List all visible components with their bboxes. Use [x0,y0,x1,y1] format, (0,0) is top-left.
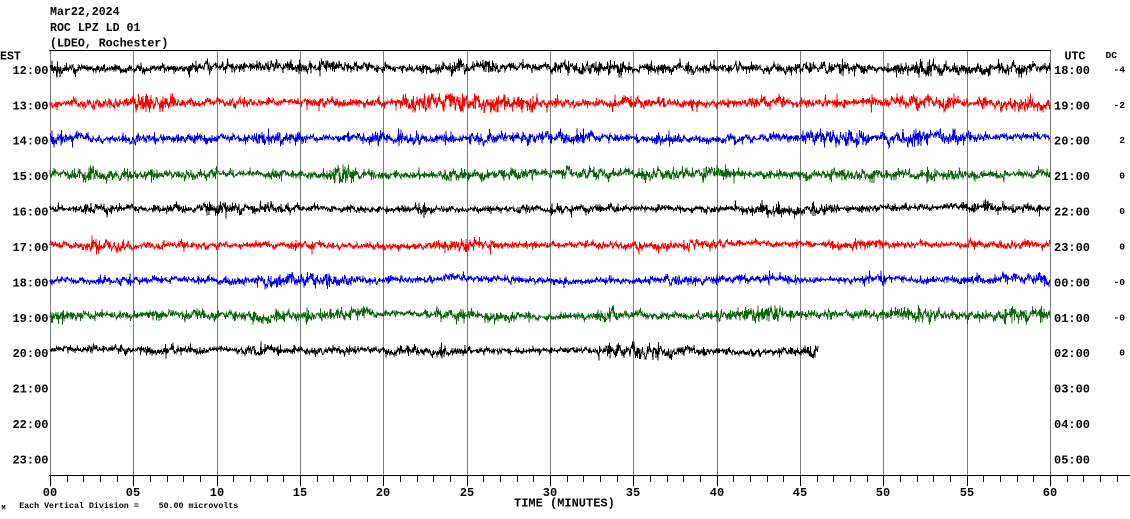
svg-text:05:00: 05:00 [1054,454,1090,468]
svg-text:0: 0 [1119,242,1125,253]
svg-text:10: 10 [210,486,224,500]
svg-text:EST: EST [0,50,21,63]
svg-text:ROC LPZ LD 01: ROC LPZ LD 01 [50,22,140,35]
svg-text:02:00: 02:00 [1054,347,1090,361]
svg-text:23:00: 23:00 [12,454,48,468]
svg-text:60: 60 [1043,486,1057,500]
svg-text:2: 2 [1119,135,1125,146]
svg-text:-4: -4 [1113,64,1125,75]
svg-text:05: 05 [126,486,140,500]
svg-text:19:00: 19:00 [12,312,48,326]
svg-text:M: M [2,504,6,512]
svg-text:45: 45 [793,486,807,500]
svg-text:21:00: 21:00 [1054,170,1090,184]
svg-text:DC: DC [1106,50,1118,61]
svg-text:(LDEO, Rochester): (LDEO, Rochester) [50,38,168,51]
svg-text:22:00: 22:00 [12,418,48,432]
svg-text:17:00: 17:00 [12,241,48,255]
svg-text:Mar22,2024: Mar22,2024 [50,6,120,19]
svg-text:14:00: 14:00 [12,135,48,149]
svg-text:-0: -0 [1113,312,1125,323]
svg-text:TIME (MINUTES): TIME (MINUTES) [514,496,615,510]
svg-text:0: 0 [1119,348,1125,359]
svg-text:30: 30 [543,486,557,500]
svg-text:35: 35 [626,486,640,500]
svg-text:12:00: 12:00 [12,64,48,78]
svg-text:16:00: 16:00 [12,206,48,220]
svg-text:-0: -0 [1113,277,1125,288]
svg-text:18:00: 18:00 [12,276,48,290]
svg-text:18:00: 18:00 [1054,64,1090,78]
svg-text:20:00: 20:00 [1054,135,1090,149]
svg-text:03:00: 03:00 [1054,383,1090,397]
svg-text:00: 00 [43,486,57,500]
svg-text:20:00: 20:00 [12,347,48,361]
svg-text:55: 55 [960,486,974,500]
svg-text:Each Vertical Division = 50: Each Vertical Division = 50.00 microvolt… [19,501,238,511]
svg-text:UTC: UTC [1065,50,1086,63]
svg-text:0: 0 [1119,171,1125,182]
svg-text:19:00: 19:00 [1054,99,1090,113]
svg-text:22:00: 22:00 [1054,206,1090,220]
svg-text:25: 25 [460,486,474,500]
svg-text:0: 0 [1119,206,1125,217]
svg-text:13:00: 13:00 [12,99,48,113]
svg-text:04:00: 04:00 [1054,418,1090,432]
svg-text:15: 15 [293,486,307,500]
svg-text:00:00: 00:00 [1054,276,1090,290]
svg-text:-2: -2 [1113,100,1125,111]
svg-text:40: 40 [710,486,724,500]
svg-text:21:00: 21:00 [12,383,48,397]
svg-text:50: 50 [876,486,890,500]
svg-text:20: 20 [376,486,390,500]
svg-text:15:00: 15:00 [12,170,48,184]
svg-text:23:00: 23:00 [1054,241,1090,255]
svg-text:01:00: 01:00 [1054,312,1090,326]
